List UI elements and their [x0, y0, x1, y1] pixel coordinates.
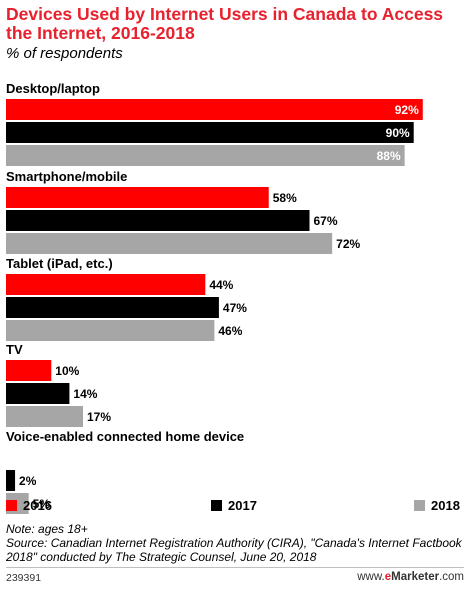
brand-e: e	[384, 571, 392, 583]
category-label-desktop-laptop: Desktop/laptop	[6, 81, 100, 96]
chart-subtitle: % of respondents	[6, 45, 123, 62]
legend-label-2018: 2018	[431, 498, 460, 513]
bar-tablet-ipad-etc-2017	[6, 297, 219, 318]
value-label-tv-2018: 17%	[87, 410, 111, 424]
brand-link[interactable]: www.eMarketer.com	[357, 571, 464, 583]
value-label-tablet-ipad-etc-2016: 44%	[209, 278, 233, 292]
value-label-tablet-ipad-etc-2018: 46%	[218, 324, 242, 338]
value-label-desktop-laptop-2018: 88%	[377, 149, 401, 163]
bar-tv-2017	[6, 383, 70, 404]
chart-note: Note: ages 18+	[6, 522, 88, 536]
bar-smartphone-mobile-2016	[6, 187, 269, 208]
chart-id: 239391	[6, 572, 42, 584]
legend-item-2016: 2016	[6, 498, 52, 513]
bar-tv-2016	[6, 360, 52, 381]
legend-swatch-2017	[211, 500, 222, 511]
footer-divider	[6, 567, 464, 568]
bar-desktop-laptop-2018	[6, 145, 405, 166]
brand-prefix: www.	[357, 571, 385, 583]
bar-smartphone-mobile-2017	[6, 210, 310, 231]
legend-item-2017: 2017	[211, 498, 257, 513]
bar-smartphone-mobile-2018	[6, 233, 333, 254]
value-label-desktop-laptop-2017: 90%	[386, 126, 410, 140]
value-label-voice-enabled-connected-home-device-2018: 5%	[33, 497, 51, 511]
value-label-desktop-laptop-2016: 92%	[395, 103, 419, 117]
legend: 2016 2017 2018	[0, 498, 470, 516]
brand-suffix: .com	[439, 571, 464, 583]
category-label-voice-enabled-connected-home-device: Voice-enabled connected home device	[6, 429, 244, 444]
chart-title: Devices Used by Internet Users in Canada…	[6, 4, 444, 43]
bar-tablet-ipad-etc-2016	[6, 274, 206, 295]
value-label-smartphone-mobile-2018: 72%	[336, 237, 360, 251]
brand-main: Marketer	[391, 571, 440, 583]
value-label-tv-2016: 10%	[55, 364, 79, 378]
value-label-tablet-ipad-etc-2017: 47%	[223, 301, 247, 315]
legend-item-2018: 2018	[414, 498, 460, 513]
bar-desktop-laptop-2017	[6, 122, 414, 143]
category-label-smartphone-mobile: Smartphone/mobile	[6, 169, 127, 184]
legend-swatch-2018	[414, 500, 425, 511]
legend-label-2016: 2016	[23, 498, 52, 513]
value-label-smartphone-mobile-2016: 58%	[273, 191, 297, 205]
category-label-tv: TV	[6, 342, 23, 357]
bar-tv-2018	[6, 406, 84, 427]
bar-desktop-laptop-2016	[6, 99, 423, 120]
legend-swatch-2016	[6, 500, 17, 511]
value-label-smartphone-mobile-2017: 67%	[314, 214, 338, 228]
value-label-tv-2017: 14%	[73, 387, 97, 401]
legend-label-2017: 2017	[228, 498, 257, 513]
bar-voice-enabled-connected-home-device-2017	[6, 470, 16, 491]
bar-tablet-ipad-etc-2018	[6, 320, 215, 341]
value-label-voice-enabled-connected-home-device-2017: 2%	[19, 474, 37, 488]
chart-source: Source: Canadian Internet Registration A…	[6, 536, 462, 564]
category-label-tablet-ipad-etc: Tablet (iPad, etc.)	[6, 256, 113, 271]
